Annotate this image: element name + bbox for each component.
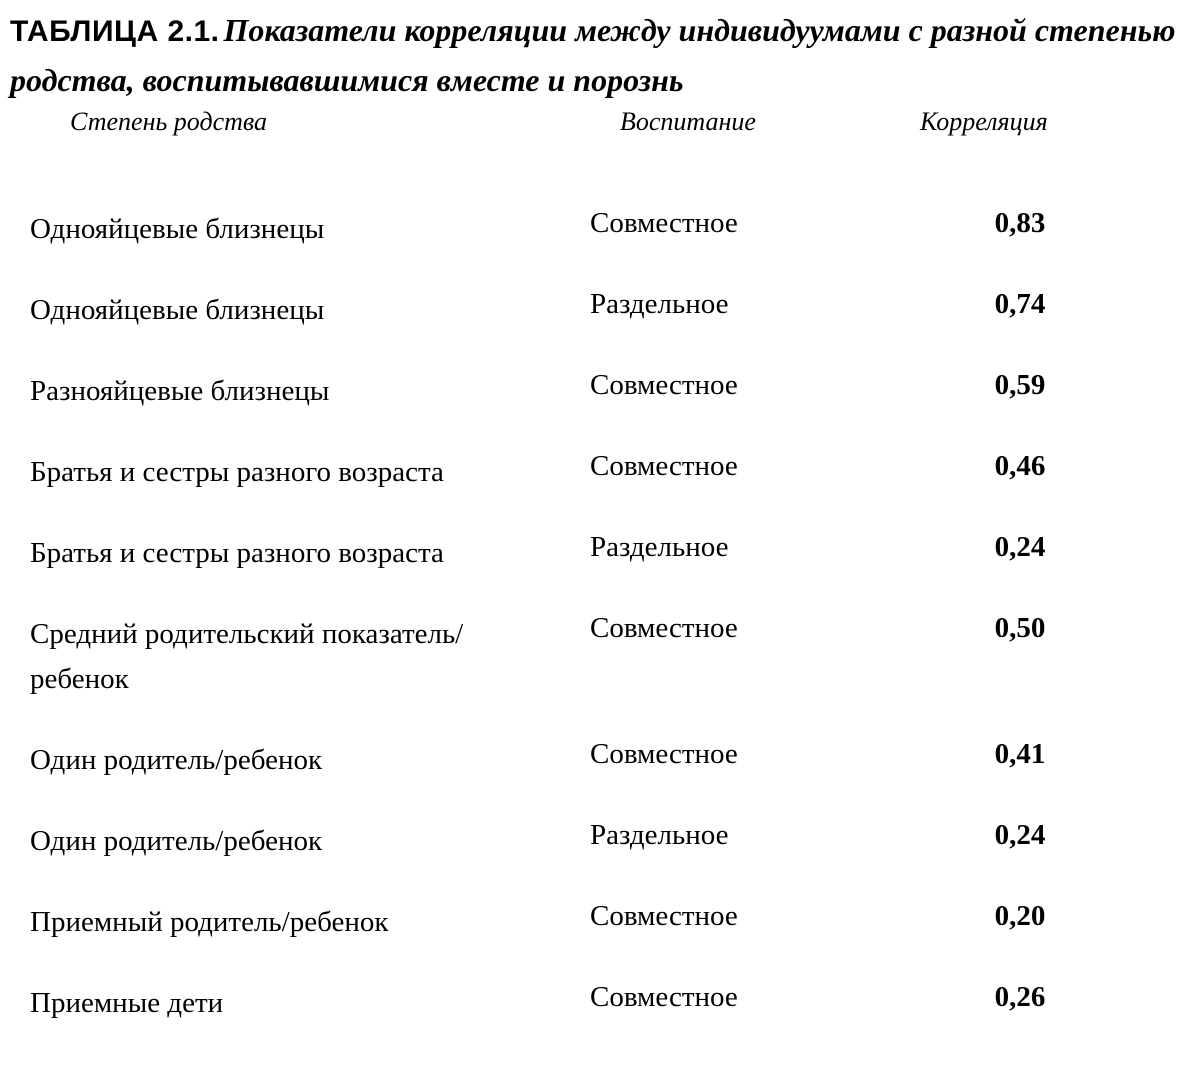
cell-correlation: 0,59 xyxy=(890,369,1150,402)
cell-relationship: Приемный родитель/ребенок xyxy=(30,900,590,945)
table-row: Один родитель/ребенок Совместное 0,41 xyxy=(10,738,1177,783)
cell-upbringing: Раздельное xyxy=(590,819,890,852)
table-title-block: ТАБЛИЦА 2.1. Показатели корреляции между… xyxy=(10,0,1177,105)
table-body: Однояйцевые близнецы Совместное 0,83 Одн… xyxy=(10,207,1177,1025)
table-row: Однояйцевые близнецы Раздельное 0,74 xyxy=(10,288,1177,333)
cell-upbringing: Совместное xyxy=(590,900,890,933)
cell-correlation: 0,24 xyxy=(890,531,1150,564)
cell-relationship: Один родитель/ребенок xyxy=(30,738,590,783)
cell-upbringing: Совместное xyxy=(590,207,890,240)
table-row: Однояйцевые близнецы Совместное 0,83 xyxy=(10,207,1177,252)
cell-relationship: Один родитель/ребенок xyxy=(30,819,590,864)
cell-relationship: Средний родительский показатель/ребенок xyxy=(30,612,590,702)
cell-upbringing: Совместное xyxy=(590,738,890,771)
column-headers: Степень родства Воспитание Корреляция xyxy=(10,107,1177,137)
table-row: Средний родительский показатель/ребенок … xyxy=(10,612,1177,702)
table-label: ТАБЛИЦА 2.1. xyxy=(10,15,219,48)
cell-correlation: 0,50 xyxy=(890,612,1150,645)
cell-upbringing: Совместное xyxy=(590,369,890,402)
cell-upbringing: Раздельное xyxy=(590,288,890,321)
cell-relationship: Однояйцевые близнецы xyxy=(30,288,590,333)
table-row: Разнояйцевые близнецы Совместное 0,59 xyxy=(10,369,1177,414)
table-row: Братья и сестры разного возраста Раздель… xyxy=(10,531,1177,576)
cell-relationship: Братья и сестры разного возраста xyxy=(30,531,590,576)
cell-correlation: 0,41 xyxy=(890,738,1150,771)
cell-relationship: Однояйцевые близнецы xyxy=(30,207,590,252)
page: ТАБЛИЦА 2.1. Показатели корреляции между… xyxy=(0,0,1187,1066)
cell-correlation: 0,24 xyxy=(890,819,1150,852)
cell-relationship: Разнояйцевые близнецы xyxy=(30,369,590,414)
cell-upbringing: Совместное xyxy=(590,981,890,1014)
cell-upbringing: Совместное xyxy=(590,450,890,483)
cell-correlation: 0,26 xyxy=(890,981,1150,1014)
cell-correlation: 0,74 xyxy=(890,288,1150,321)
cell-correlation: 0,20 xyxy=(890,900,1150,933)
cell-correlation: 0,83 xyxy=(890,207,1150,240)
cell-upbringing: Совместное xyxy=(590,612,890,645)
cell-correlation: 0,46 xyxy=(890,450,1150,483)
header-correlation: Корреляция xyxy=(870,107,1130,137)
cell-relationship: Приемные дети xyxy=(30,981,590,1026)
header-upbringing: Воспитание xyxy=(590,107,870,137)
cell-upbringing: Раздельное xyxy=(590,531,890,564)
table-row: Братья и сестры разного возраста Совмест… xyxy=(10,450,1177,495)
table-row: Приемный родитель/ребенок Совместное 0,2… xyxy=(10,900,1177,945)
header-relationship: Степень родства xyxy=(10,107,590,137)
cell-relationship: Братья и сестры разного возраста xyxy=(30,450,590,495)
table-row: Приемные дети Совместное 0,26 xyxy=(10,981,1177,1026)
table-row: Один родитель/ребенок Раздельное 0,24 xyxy=(10,819,1177,864)
